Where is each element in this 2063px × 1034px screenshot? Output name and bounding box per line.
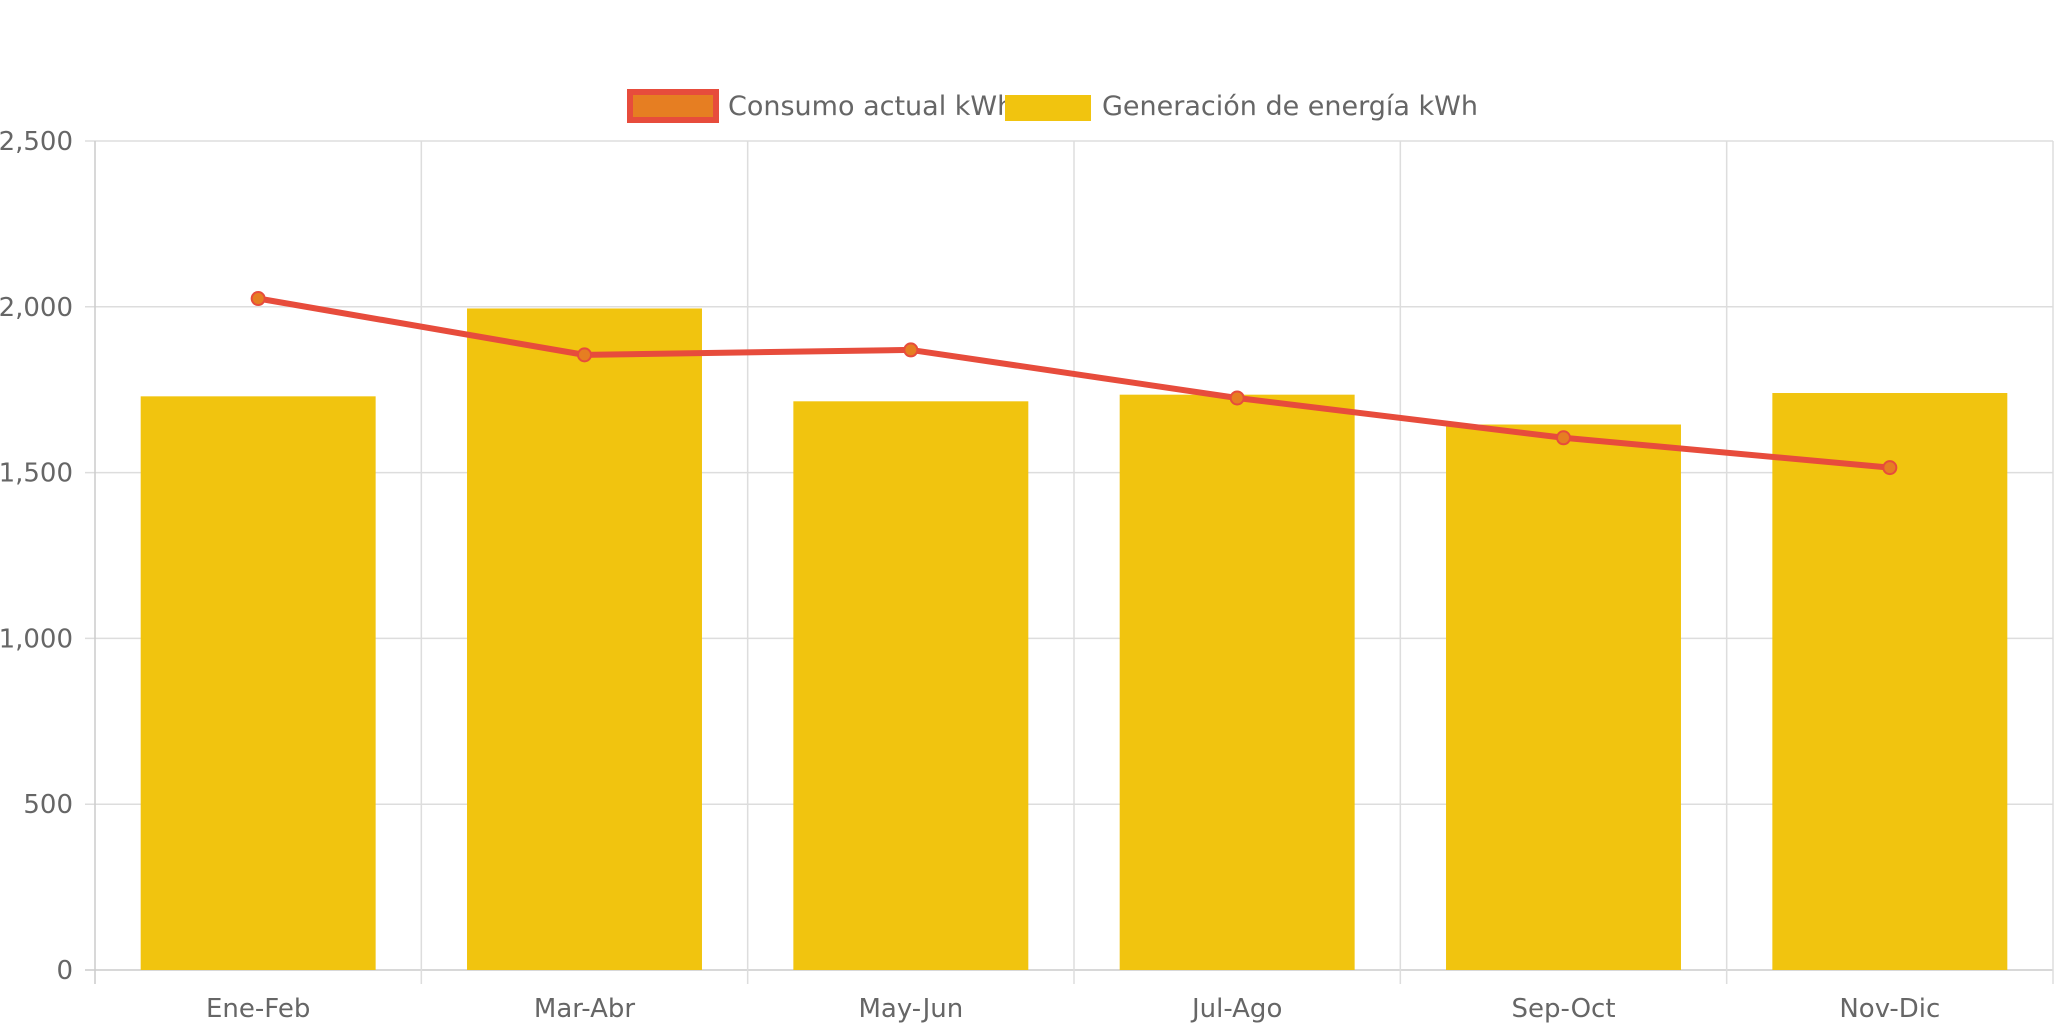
bar-generacion bbox=[1772, 393, 2008, 970]
y-tick-label: 2,500 bbox=[0, 127, 73, 157]
legend-label-generacion: Generación de energía kWh bbox=[1102, 91, 1478, 122]
x-tick-label: Ene-Feb bbox=[206, 994, 310, 1024]
point-consumo bbox=[1229, 390, 1245, 406]
point-consumo bbox=[1882, 460, 1898, 476]
grid-layer bbox=[85, 140, 2054, 984]
point-consumo bbox=[1556, 430, 1571, 446]
y-tick-label: 500 bbox=[23, 790, 73, 820]
bar-generacion bbox=[1119, 394, 1355, 970]
line-layer bbox=[250, 291, 1898, 476]
bar-generacion bbox=[1446, 424, 1681, 970]
bar-generacion bbox=[467, 308, 702, 970]
x-tick-label: May-Jun bbox=[858, 994, 963, 1024]
point-consumo bbox=[903, 342, 919, 358]
bar-layer bbox=[140, 308, 2008, 970]
y-tick-label: 2,000 bbox=[0, 293, 73, 323]
x-tick-label: Sep-Oct bbox=[1511, 994, 1615, 1024]
y-tick-label: 1,000 bbox=[0, 624, 73, 654]
x-tick-label: Jul-Ago bbox=[1190, 994, 1282, 1024]
legend-item-consumo[interactable]: Consumo actual kWh bbox=[627, 89, 1014, 123]
legend-label-consumo: Consumo actual kWh bbox=[728, 91, 1014, 122]
legend: Consumo actual kWh Generación de energía… bbox=[627, 89, 1478, 123]
axis-layer: 0 500 1,000 1,500 2,000 2,500 Ene-Feb Mar-Abr Ma… bbox=[0, 127, 1940, 1024]
y-tick-label: 0 bbox=[56, 956, 73, 986]
legend-swatch-generacion bbox=[1005, 95, 1091, 121]
bar-generacion bbox=[793, 401, 1029, 970]
legend-swatch-consumo bbox=[627, 89, 719, 123]
x-tick-label: Mar-Abr bbox=[534, 994, 635, 1024]
point-consumo bbox=[577, 347, 592, 363]
point-consumo bbox=[250, 291, 266, 307]
bar-generacion bbox=[140, 396, 376, 970]
x-tick-label: Nov-Dic bbox=[1839, 994, 1940, 1024]
y-tick-label: 1,500 bbox=[0, 459, 73, 489]
line-consumo bbox=[257, 295, 1891, 471]
legend-item-generacion[interactable]: Generación de energía kWh bbox=[1005, 91, 1478, 122]
